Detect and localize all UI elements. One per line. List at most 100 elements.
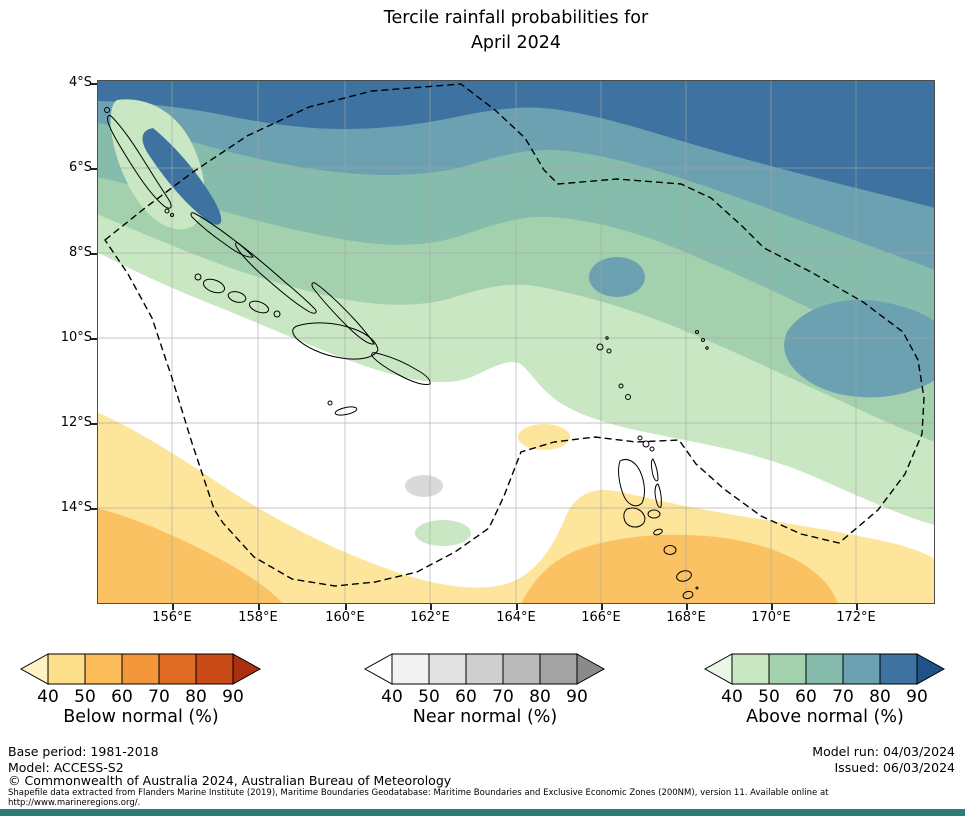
shapefile-url-text: http://www.marineregions.org/.: [8, 797, 141, 808]
axis-tick: [516, 604, 518, 610]
footer-color-bar: [0, 809, 965, 816]
region-right-teal-blue-blob: [784, 299, 935, 398]
lat-axis-label: 8°S: [68, 245, 92, 260]
legend-below-bar: 40 50 60 70 80 90: [19, 653, 262, 705]
lon-axis-label: 156°E: [152, 610, 192, 625]
axis-tick: [771, 604, 773, 610]
title-line2: April 2024: [470, 33, 562, 53]
footer-left-block: Base period: 1981-2018 Model: ACCESS-S2: [8, 744, 159, 775]
region-below-50-vanuatu: [521, 534, 838, 604]
lat-axis-label: 14°S: [60, 500, 92, 515]
model-text: Model: ACCESS-S2: [8, 759, 124, 775]
legend-tick-label: 40: [721, 687, 743, 705]
legend-tick-label: 70: [492, 687, 514, 705]
axis-tick: [91, 253, 97, 255]
legend-near-bar: 40 50 60 70 80 90: [363, 653, 606, 705]
lon-axis-label: 164°E: [496, 610, 536, 625]
axis-tick: [91, 508, 97, 510]
legend-cell: [195, 653, 234, 685]
model-run-text: Model run: 04/03/2024: [812, 744, 955, 759]
legend-cell: [121, 653, 160, 685]
copyright-text: © Commonwealth of Australia 2024, Austra…: [8, 773, 452, 788]
legend-cell: [84, 653, 123, 685]
axis-tick: [91, 423, 97, 425]
base-period-text: Base period: 1981-2018: [8, 744, 159, 759]
legend-below-normal: 40 50 60 70 80 90 Below normal (%): [18, 653, 264, 727]
axis-tick: [91, 83, 97, 85]
island-outlines: [104, 107, 709, 600]
legend-tick-label: 90: [906, 687, 928, 705]
lon-axis-label: 160°E: [325, 610, 365, 625]
shapefile-note-text: Shapefile data extracted from Flanders M…: [8, 788, 829, 798]
legend-cell: [539, 653, 578, 685]
legend-tick-label: 90: [566, 687, 588, 705]
region-above-80: [97, 80, 935, 208]
legend-tick-label: 80: [869, 687, 891, 705]
axis-tick: [258, 604, 260, 610]
map-plot: [97, 80, 935, 604]
legend-tick-label: 50: [418, 687, 440, 705]
lat-axis-label: 6°S: [68, 160, 92, 175]
axis-tick: [345, 604, 347, 610]
lat-axis-label: 4°S: [68, 75, 92, 90]
legend-tick-label: 80: [185, 687, 207, 705]
axis-tick: [601, 604, 603, 610]
legend-arrow-left: [19, 653, 49, 685]
region-near-normal-patch: [405, 475, 443, 497]
legend-tick-label: 70: [148, 687, 170, 705]
legend-arrow-right: [916, 653, 946, 685]
shapefile-attribution: Shapefile data extracted from Flanders M…: [8, 788, 958, 808]
legend-tick-label: 90: [222, 687, 244, 705]
grid-lines: [97, 80, 935, 604]
legend-cell: [805, 653, 844, 685]
axis-tick: [686, 604, 688, 610]
region-dark-blue-tongue: [142, 128, 222, 225]
legend-tick-label: 50: [758, 687, 780, 705]
legend-arrow-left: [363, 653, 393, 685]
legend-tick-label: 60: [111, 687, 133, 705]
legend-cell: [47, 653, 86, 685]
legend-tick-label: 40: [37, 687, 59, 705]
map-canvas: [97, 80, 935, 604]
legend-caption: Above normal (%): [746, 707, 904, 727]
lat-axis-label: 12°S: [60, 415, 92, 430]
legend-cell: [879, 653, 918, 685]
lon-axis-label: 168°E: [666, 610, 706, 625]
legend-tick-label: 80: [529, 687, 551, 705]
axis-tick: [172, 604, 174, 610]
region-santacruz-blue-blob: [589, 257, 645, 297]
region-below-50-southwest: [97, 508, 283, 604]
legend-cell: [158, 653, 197, 685]
axis-tick: [430, 604, 432, 610]
map-frame: [97, 80, 935, 604]
page-title: Tercile rainfall probabilities for April…: [97, 6, 935, 56]
lat-axis-label: 10°S: [60, 330, 92, 345]
region-below-40-small-patch: [518, 424, 570, 450]
legend-above-bar: 40 50 60 70 80 90: [703, 653, 946, 705]
axis-tick: [91, 168, 97, 170]
legend-tick-label: 60: [795, 687, 817, 705]
legend-near-normal: 40 50 60 70 80 90 Near normal (%): [362, 653, 608, 727]
lon-axis-label: 170°E: [751, 610, 791, 625]
legend-cell: [842, 653, 881, 685]
title-line1: Tercile rainfall probabilities for: [383, 8, 649, 28]
legend-cell: [428, 653, 467, 685]
axis-tick: [91, 338, 97, 340]
legend-cell: [768, 653, 807, 685]
legend-arrow-right: [576, 653, 606, 685]
legend-tick-label: 50: [74, 687, 96, 705]
eez-boundary: [104, 83, 925, 587]
legend-tick-label: 60: [455, 687, 477, 705]
legend-caption: Near normal (%): [412, 707, 558, 727]
legend-cell: [391, 653, 430, 685]
legend-caption: Below normal (%): [63, 707, 219, 727]
lon-axis-label: 172°E: [836, 610, 876, 625]
legend-cell: [465, 653, 504, 685]
issued-text: Issued: 06/03/2024: [834, 759, 956, 775]
axis-tick: [856, 604, 858, 610]
legend-arrow-left: [703, 653, 733, 685]
lon-axis-label: 166°E: [581, 610, 621, 625]
legend-arrow-right: [232, 653, 262, 685]
legend-cell: [731, 653, 770, 685]
